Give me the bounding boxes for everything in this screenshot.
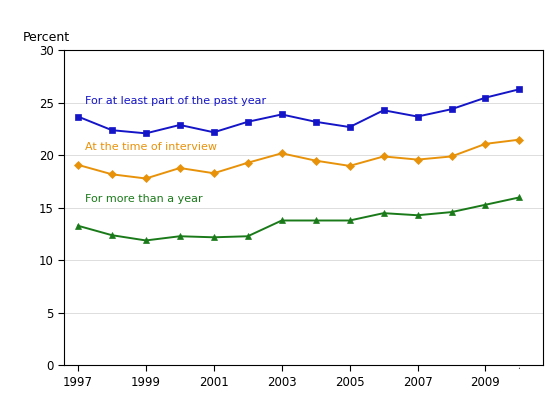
Text: Percent: Percent	[22, 31, 69, 44]
Text: For more than a year: For more than a year	[85, 194, 202, 205]
Text: At the time of interview: At the time of interview	[85, 142, 217, 152]
Text: For at least part of the past year: For at least part of the past year	[85, 96, 266, 106]
